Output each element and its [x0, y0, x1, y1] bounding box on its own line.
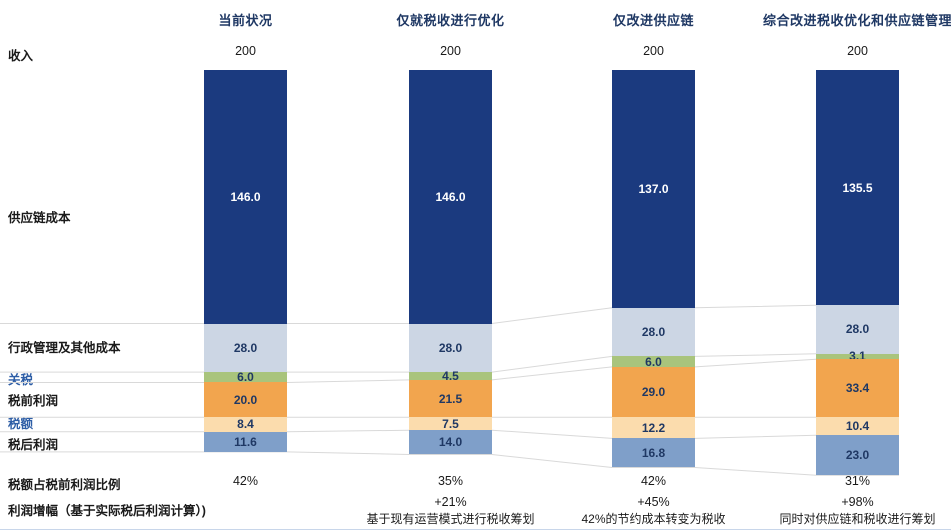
bar-segment: 33.4	[816, 359, 899, 418]
tax-ratio-value: 31%	[844, 474, 871, 488]
tax-ratio-value: 35%	[437, 474, 464, 488]
revenue-value: 200	[847, 44, 868, 58]
bar-segment: 29.0	[612, 366, 695, 418]
tax-ratio-value: 42%	[232, 474, 259, 488]
bar-segment: 16.8	[612, 438, 695, 468]
bar-segment: 12.2	[612, 417, 695, 439]
segment-value: 4.5	[442, 369, 459, 383]
column-title: 仅改进供应链	[612, 13, 694, 28]
row-label-profit-growth: 利润增幅（基于实际税后利润计算）)	[8, 504, 206, 518]
revenue-value: 200	[643, 44, 664, 58]
segment-value: 6.0	[237, 370, 254, 385]
segment-value: 28.0	[438, 340, 463, 355]
bar-segment: 4.5	[409, 369, 492, 383]
annotation-text: 同时对供应链和税收进行筹划	[779, 512, 936, 526]
segment-value: 23.0	[845, 448, 870, 463]
segment-value: 28.0	[233, 340, 258, 355]
bar-segment: 146.0	[204, 70, 287, 324]
segment-value: 20.0	[233, 392, 258, 407]
profit-growth-value: +98%	[841, 495, 874, 509]
segment-value: 146.0	[230, 189, 261, 204]
segment-value: 11.6	[234, 434, 257, 449]
bar-segment: 11.6	[204, 431, 287, 452]
column-title: 当前状况	[218, 13, 273, 28]
bar-segment: 137.0	[612, 70, 695, 308]
segment-value: 28.0	[641, 325, 666, 340]
annotation-text: 42%的节约成本转变为税收	[581, 512, 726, 526]
segment-value: 16.8	[641, 445, 666, 460]
row-label-pretax-profit: 税前利润	[8, 394, 59, 408]
bar-segment: 146.0	[409, 70, 492, 324]
bar-column: 135.5 28.0 3.1 33.4 10.4 23.0	[816, 70, 899, 476]
row-label-posttax-profit: 税后利润	[8, 438, 59, 452]
bar-segment: 7.5	[409, 416, 492, 431]
bar-segment: 28.0	[816, 305, 899, 354]
row-label-tax-ratio: 税额占税前利润比例	[8, 478, 121, 492]
bar-segment: 28.0	[612, 307, 695, 357]
bar-segment: 28.0	[409, 323, 492, 373]
bar-segment: 6.0	[204, 370, 287, 385]
bar-segment: 20.0	[204, 382, 287, 418]
segment-value: 33.4	[845, 381, 870, 396]
bar-segment: 10.4	[816, 417, 899, 436]
segment-value: 146.0	[435, 189, 466, 204]
bottom-divider-line	[0, 529, 951, 530]
segment-value: 7.5	[442, 416, 459, 431]
bar-segment: 14.0	[409, 430, 492, 455]
column-title: 综合改进税收优化和供应链管理	[762, 13, 951, 28]
segment-value: 14.0	[438, 435, 463, 450]
segment-value: 8.4	[237, 417, 254, 432]
bar-segment: 23.0	[816, 435, 899, 476]
segment-value: 6.0	[645, 354, 662, 369]
bar-segment: 8.4	[204, 417, 287, 432]
bar-segment: 28.0	[204, 323, 287, 373]
revenue-value: 200	[440, 44, 461, 58]
segment-value: 29.0	[641, 384, 666, 399]
row-label-supply-chain-cost: 供应链成本	[8, 211, 71, 225]
bar-segment: 135.5	[816, 70, 899, 306]
segment-value: 137.0	[638, 181, 669, 196]
segment-value: 10.4	[845, 419, 870, 434]
column-title: 仅就税收进行优化	[396, 13, 505, 28]
bar-column: 146.0 28.0 4.5 21.5 7.5 14.0	[409, 70, 492, 455]
segment-value: 21.5	[438, 391, 463, 406]
segment-value: 135.5	[842, 180, 873, 195]
profit-growth-value: +45%	[637, 495, 670, 509]
annotation-text: 基于现有运营模式进行税收筹划	[366, 512, 535, 526]
profit-growth-value: +21%	[434, 495, 467, 509]
revenue-value: 200	[235, 44, 256, 58]
row-label-tax-amount: 税额	[8, 417, 34, 431]
segment-value: 28.0	[845, 322, 870, 337]
bar-segment: 6.0	[612, 354, 695, 369]
row-label-revenue: 收入	[8, 49, 34, 63]
segment-value: 12.2	[641, 420, 666, 435]
bar-column: 137.0 28.0 6.0 29.0 12.2 16.8	[612, 70, 695, 468]
tax-ratio-value: 42%	[640, 474, 667, 488]
connector-line	[0, 451, 899, 476]
row-label-admin-other-cost: 行政管理及其他成本	[8, 341, 121, 355]
row-label-tariff: 关税	[8, 373, 34, 387]
bar-segment: 21.5	[409, 379, 492, 418]
bar-column: 146.0 28.0 6.0 20.0 8.4 11.6	[204, 70, 287, 452]
